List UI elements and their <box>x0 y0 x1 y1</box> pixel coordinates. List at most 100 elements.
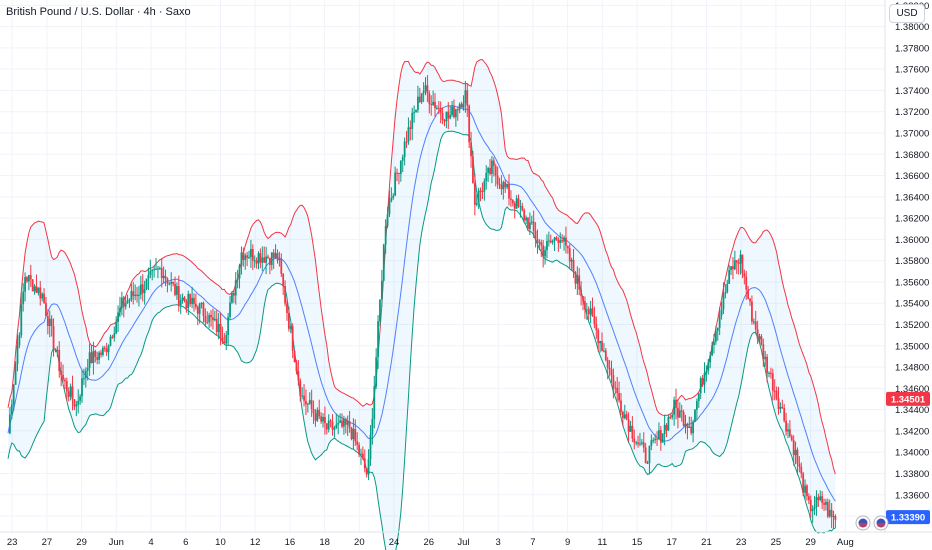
time-tick-label: 20 <box>354 537 365 548</box>
time-tick-label: 16 <box>285 537 296 548</box>
candle <box>475 194 478 207</box>
price-tick-label: 1.35000 <box>895 341 929 352</box>
event-flag-us-1[interactable] <box>855 515 871 531</box>
bollinger-basis-line <box>7 105 836 502</box>
candle <box>695 398 698 421</box>
candle <box>377 315 379 369</box>
candle <box>238 263 241 289</box>
time-tick-label: 4 <box>148 537 153 548</box>
candle <box>496 166 499 189</box>
candle <box>240 246 243 275</box>
candle <box>796 447 799 476</box>
candle <box>477 187 480 209</box>
candle <box>248 250 250 259</box>
candle <box>346 415 349 436</box>
candle <box>523 208 526 222</box>
price-tick-label: 1.37600 <box>895 65 929 76</box>
candle <box>430 95 433 116</box>
candle <box>293 349 296 363</box>
candle <box>405 131 408 149</box>
candle <box>612 368 615 399</box>
candle <box>817 493 820 508</box>
time-tick-label: 25 <box>771 537 782 548</box>
candle <box>754 310 757 335</box>
candle <box>504 179 507 193</box>
candle <box>117 305 119 332</box>
price-tick-label: 1.34000 <box>895 448 929 459</box>
candle <box>565 226 567 254</box>
candle <box>603 343 605 353</box>
candle <box>331 414 334 436</box>
candle <box>45 297 47 317</box>
candle <box>227 312 230 346</box>
candle <box>136 286 138 303</box>
candle <box>599 340 602 353</box>
event-flag-us-2[interactable] <box>873 515 889 531</box>
candle <box>179 294 182 315</box>
candle <box>225 331 228 351</box>
price-axis[interactable]: 1.382001.380001.378001.376001.374001.372… <box>895 1 929 523</box>
candle <box>417 85 419 113</box>
candle <box>435 105 438 110</box>
candle <box>73 399 76 411</box>
candles <box>8 75 837 529</box>
price-tick-label: 1.35600 <box>895 277 929 288</box>
candle <box>462 95 465 111</box>
candle <box>18 332 21 349</box>
candle <box>807 493 810 505</box>
candle <box>176 282 178 300</box>
bollinger-upper-band <box>7 59 836 475</box>
candle <box>576 266 579 296</box>
candle <box>758 333 761 344</box>
candle <box>79 393 82 405</box>
candle <box>14 361 17 385</box>
candle <box>276 249 279 264</box>
candle <box>103 345 106 352</box>
time-axis[interactable]: 23 27 29 Jun 4 6 10 12 16 18 20 24 26 Jul 3 7 9 11 15 17 21 2… <box>7 537 854 548</box>
candle <box>688 416 691 429</box>
price-tag-label: 1.33390 <box>891 513 925 524</box>
candle <box>737 258 740 275</box>
candle <box>158 266 161 270</box>
candle <box>250 239 252 268</box>
candle <box>760 334 763 346</box>
candle <box>491 156 493 184</box>
candle <box>130 283 133 302</box>
candle <box>348 410 351 433</box>
candle <box>219 312 222 346</box>
candle <box>593 306 596 329</box>
time-tick-label: 26 <box>423 537 434 548</box>
candle <box>500 175 503 195</box>
currency-button[interactable]: USD <box>889 4 925 23</box>
candle <box>675 388 677 420</box>
candle <box>56 346 59 357</box>
candle <box>415 109 417 113</box>
candle <box>756 320 759 345</box>
candle <box>735 259 738 275</box>
candle <box>380 269 383 308</box>
candle <box>629 420 632 433</box>
candle <box>732 257 734 280</box>
candle <box>149 259 152 279</box>
candle <box>513 201 516 219</box>
candle <box>229 295 231 321</box>
candle <box>542 239 545 268</box>
candle <box>650 434 653 451</box>
candle <box>278 251 281 267</box>
candle <box>752 318 755 325</box>
price-tick-label: 1.35400 <box>895 299 929 310</box>
candle <box>263 246 266 264</box>
candle <box>546 234 548 259</box>
candle <box>606 356 609 380</box>
price-tick-label: 1.37200 <box>895 107 929 118</box>
candle <box>327 414 330 433</box>
candle <box>33 284 36 295</box>
candle <box>208 312 211 329</box>
candle <box>354 419 357 446</box>
candle <box>325 423 328 435</box>
price-tick-label: 1.33600 <box>895 490 929 501</box>
candle <box>716 327 719 341</box>
candle <box>811 505 814 523</box>
candle <box>527 217 529 232</box>
